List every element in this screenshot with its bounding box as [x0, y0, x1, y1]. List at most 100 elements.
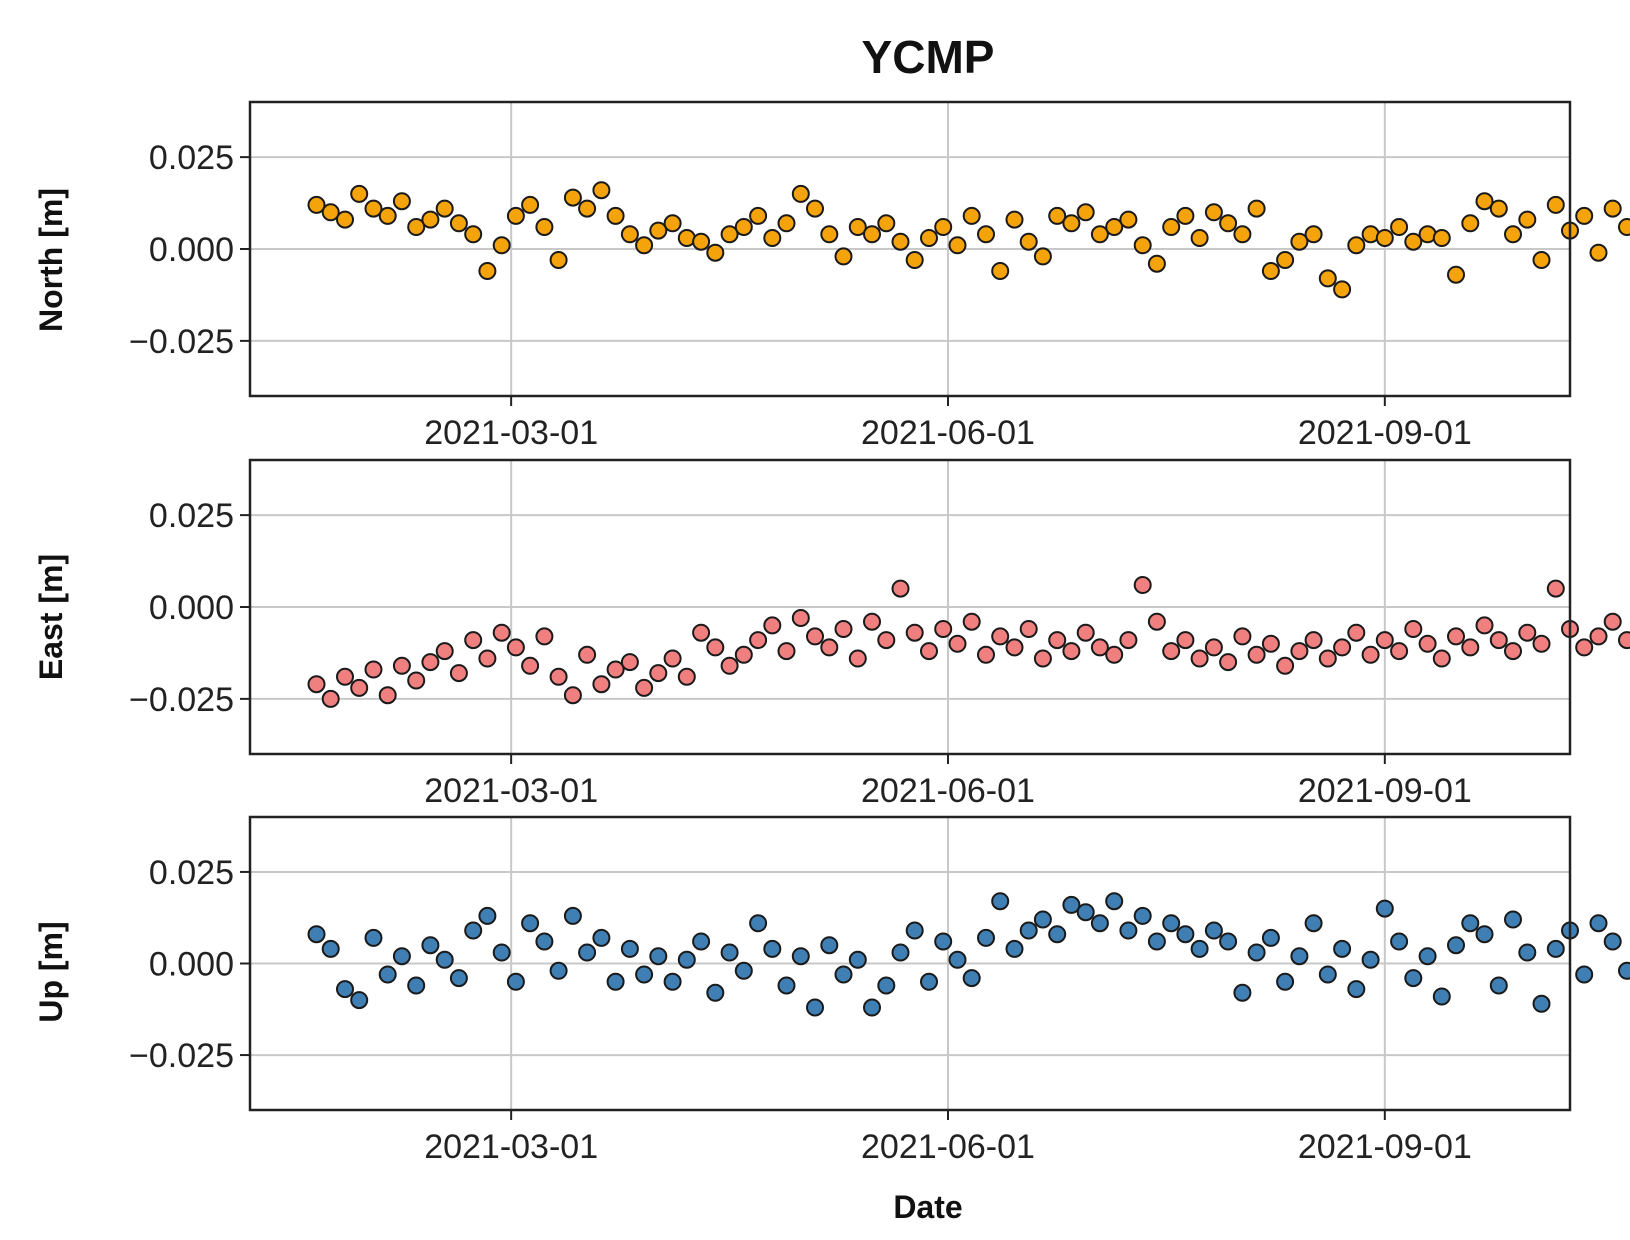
up-data-point	[1304, 914, 1323, 933]
north-data-point	[1475, 192, 1494, 211]
east-data-point	[620, 653, 639, 672]
up-data-point	[1005, 939, 1024, 958]
up-data-point	[1276, 972, 1295, 991]
up-data-point	[663, 972, 682, 991]
up-panel: −0.025 0.000 0.025 2021-03-01 2021-06-01 2021…	[33, 815, 1630, 1166]
up-data-point	[620, 939, 639, 958]
up-data-point	[1162, 914, 1181, 933]
east-data-point	[1333, 638, 1352, 657]
north-data-point	[478, 262, 497, 280]
east-data-point	[1119, 631, 1138, 650]
up-data-point	[1518, 943, 1537, 962]
north-data-point	[1048, 206, 1067, 225]
up-data-point	[1546, 939, 1565, 958]
east-data-point	[1489, 631, 1508, 650]
north-data-point	[1432, 229, 1451, 247]
east-data-point	[521, 656, 540, 675]
up-data-point	[392, 947, 411, 966]
east-data-point	[421, 653, 440, 672]
east-data-point	[1518, 623, 1537, 642]
east-data-point	[592, 675, 611, 694]
x-axis-label: Date	[893, 1189, 962, 1225]
up-data-point	[563, 906, 582, 925]
north-data-point	[364, 199, 383, 218]
north-data-point	[592, 181, 611, 200]
east-data-point	[1589, 627, 1608, 646]
up-x-tick-label: 2021-06-01	[861, 1128, 1035, 1166]
north-data-point	[535, 218, 554, 236]
up-grid	[250, 817, 1570, 1110]
up-data-point	[749, 914, 768, 933]
east-data-point	[734, 645, 753, 664]
east-data-point	[977, 645, 995, 664]
east-data-point	[1247, 645, 1266, 664]
up-data-point	[478, 906, 497, 925]
north-data-point	[606, 206, 625, 225]
north-data-point	[991, 262, 1010, 280]
east-data-point	[606, 660, 625, 679]
east-data-point	[392, 656, 411, 675]
up-data-point	[1290, 947, 1309, 966]
east-data-point	[563, 686, 582, 705]
east-data-point	[492, 623, 511, 642]
north-data-point	[663, 214, 682, 233]
north-data-point	[307, 195, 326, 214]
north-data-point	[1532, 251, 1551, 269]
east-data-point	[1461, 638, 1480, 657]
north-data-point	[791, 184, 810, 203]
east-grid	[250, 460, 1570, 754]
north-data-point	[563, 188, 582, 207]
up-data-point	[535, 932, 554, 951]
east-data-point	[934, 620, 953, 638]
north-data-point	[877, 214, 896, 233]
up-data-point	[521, 914, 540, 933]
east-data-point	[1033, 649, 1052, 668]
east-data-point	[677, 667, 696, 686]
up-data-point	[1076, 903, 1095, 922]
north-data-point	[1589, 243, 1608, 262]
north-data-point	[521, 195, 540, 214]
north-data-point	[1618, 218, 1630, 236]
east-data-point	[649, 664, 668, 683]
up-data-point	[706, 983, 725, 1002]
east-data-point	[364, 660, 383, 679]
east-data-point	[1404, 620, 1423, 638]
north-data-point	[1375, 229, 1394, 247]
east-data-point	[706, 638, 725, 657]
up-data-point	[834, 965, 853, 984]
east-data-point	[1347, 623, 1366, 642]
up-data-point	[891, 943, 910, 962]
north-data-point	[1304, 225, 1323, 244]
north-data-point	[620, 225, 639, 244]
north-data-point	[350, 184, 369, 203]
north-data-point	[321, 203, 340, 222]
up-data-point	[1147, 932, 1166, 951]
north-data-point	[378, 206, 397, 225]
up-data-point	[1489, 976, 1508, 995]
north-data-point	[863, 225, 881, 244]
north-data-point	[1019, 232, 1038, 251]
east-data-point	[1375, 631, 1394, 650]
up-y-tick-label: 0.000	[149, 946, 234, 984]
north-data-point	[1276, 251, 1295, 269]
east-data-point	[1290, 642, 1309, 661]
east-data-point	[1532, 634, 1551, 653]
up-data-point	[1318, 965, 1337, 984]
north-data-point	[891, 232, 910, 251]
up-data-point	[1133, 906, 1152, 925]
up-data-point	[1247, 943, 1266, 962]
east-data-point	[1475, 616, 1494, 635]
north-data-point	[1076, 203, 1095, 222]
up-data-point	[407, 976, 426, 995]
east-y-axis-label: East [m]	[33, 554, 69, 680]
north-data-point	[706, 243, 725, 262]
up-series	[307, 892, 1630, 1017]
north-data-point	[1033, 247, 1052, 266]
north-data-point	[1290, 232, 1309, 251]
north-x-tick-label: 2021-03-01	[424, 414, 598, 452]
east-data-point	[321, 689, 340, 708]
up-data-point	[1390, 932, 1409, 951]
east-data-point	[905, 623, 924, 642]
east-data-point	[1432, 649, 1451, 668]
up-data-point	[720, 943, 739, 962]
